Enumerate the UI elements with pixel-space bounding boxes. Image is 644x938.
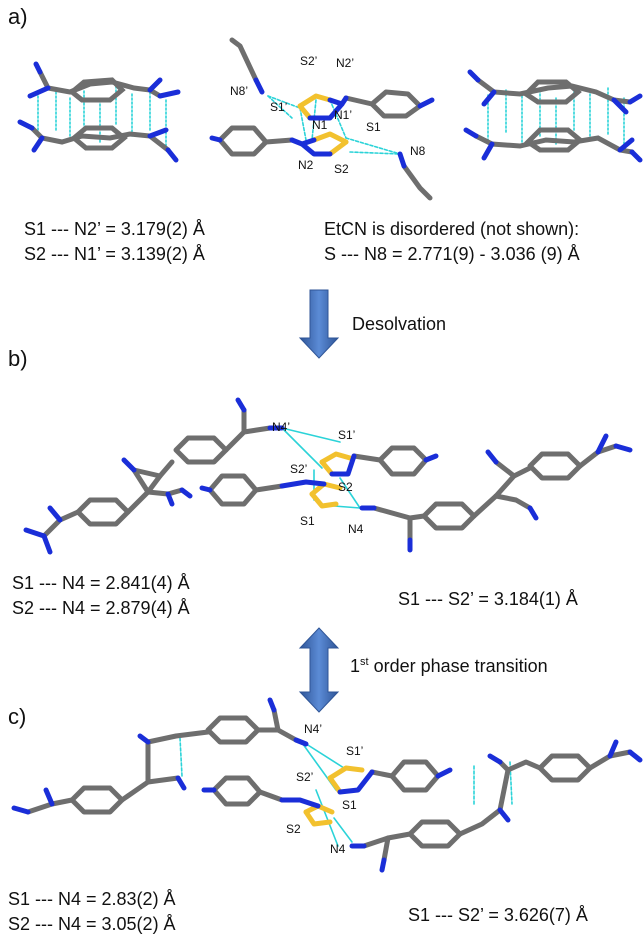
distance-s2-n4: S2 --- N4 = 3.05(2) Å xyxy=(8,914,176,934)
panel-label-a: a) xyxy=(8,4,28,29)
atom-label-s1: S1 xyxy=(366,120,381,134)
atom-label-s1p: S1’ xyxy=(346,744,364,758)
atom-label-s2p: S2’ xyxy=(296,770,314,784)
stacked-dimer-right xyxy=(463,69,643,163)
atom-label-s1p: S1’ xyxy=(338,428,356,442)
disorder-note: EtCN is disordered (not shown): xyxy=(324,219,580,239)
dithiadiazolyl-dimer-a xyxy=(209,37,435,201)
atom-label-n2: N2 xyxy=(298,158,314,172)
atom-label-s2p: S2’ xyxy=(300,54,318,68)
desolvation-label: Desolvation xyxy=(352,314,447,334)
atom-label-n1p: N1’ xyxy=(334,108,353,122)
cocrystal-chain-b xyxy=(23,397,633,555)
panel-label-c: c) xyxy=(8,704,27,729)
atom-label-n4p: N4’ xyxy=(272,420,291,434)
atom-label-s2p: S2’ xyxy=(290,462,308,476)
atom-label-n2p: N2’ xyxy=(336,56,355,70)
stacked-dimer-left xyxy=(17,61,181,163)
distance-s1-s2p: S1 --- S2’ = 3.184(1) Å xyxy=(398,589,578,609)
atom-label-n4: N4 xyxy=(348,522,364,536)
phase-transition-arrow xyxy=(298,627,340,713)
distance-s1-n2p: S1 --- N2’ = 3.179(2) Å xyxy=(24,219,205,239)
atom-label-n8: N8 xyxy=(410,144,426,158)
atom-label-s1p: S1’ xyxy=(270,100,288,114)
atom-label-n8p: N8’ xyxy=(230,84,249,98)
atom-label-n4p: N4’ xyxy=(304,722,323,736)
distance-s2-n1p: S2 --- N1’ = 3.139(2) Å xyxy=(24,244,205,264)
desolvation-arrow xyxy=(298,289,340,359)
atom-label-s1: S1 xyxy=(342,798,357,812)
phase-transition-label: 1st order phase transition xyxy=(350,656,548,676)
distance-s-n8: S --- N8 = 2.771(9) - 3.036 (9) Å xyxy=(324,244,580,264)
distance-s2-n4: S2 --- N4 = 2.879(4) Å xyxy=(12,598,190,618)
atom-label-n4: N4 xyxy=(330,842,346,856)
distance-s1-n4: S1 --- N4 = 2.841(4) Å xyxy=(12,573,190,593)
atom-label-s2: S2 xyxy=(338,480,353,494)
atom-label-s2: S2 xyxy=(286,822,301,836)
distance-s1-s2p: S1 --- S2’ = 3.626(7) Å xyxy=(408,905,588,925)
atom-label-s2: S2 xyxy=(334,162,349,176)
panel-label-b: b) xyxy=(8,346,28,371)
atom-label-s1: S1 xyxy=(300,514,315,528)
distance-s1-n4: S1 --- N4 = 2.83(2) Å xyxy=(8,889,176,909)
cocrystal-chain-c xyxy=(11,697,643,873)
atom-label-n1: N1 xyxy=(312,118,328,132)
